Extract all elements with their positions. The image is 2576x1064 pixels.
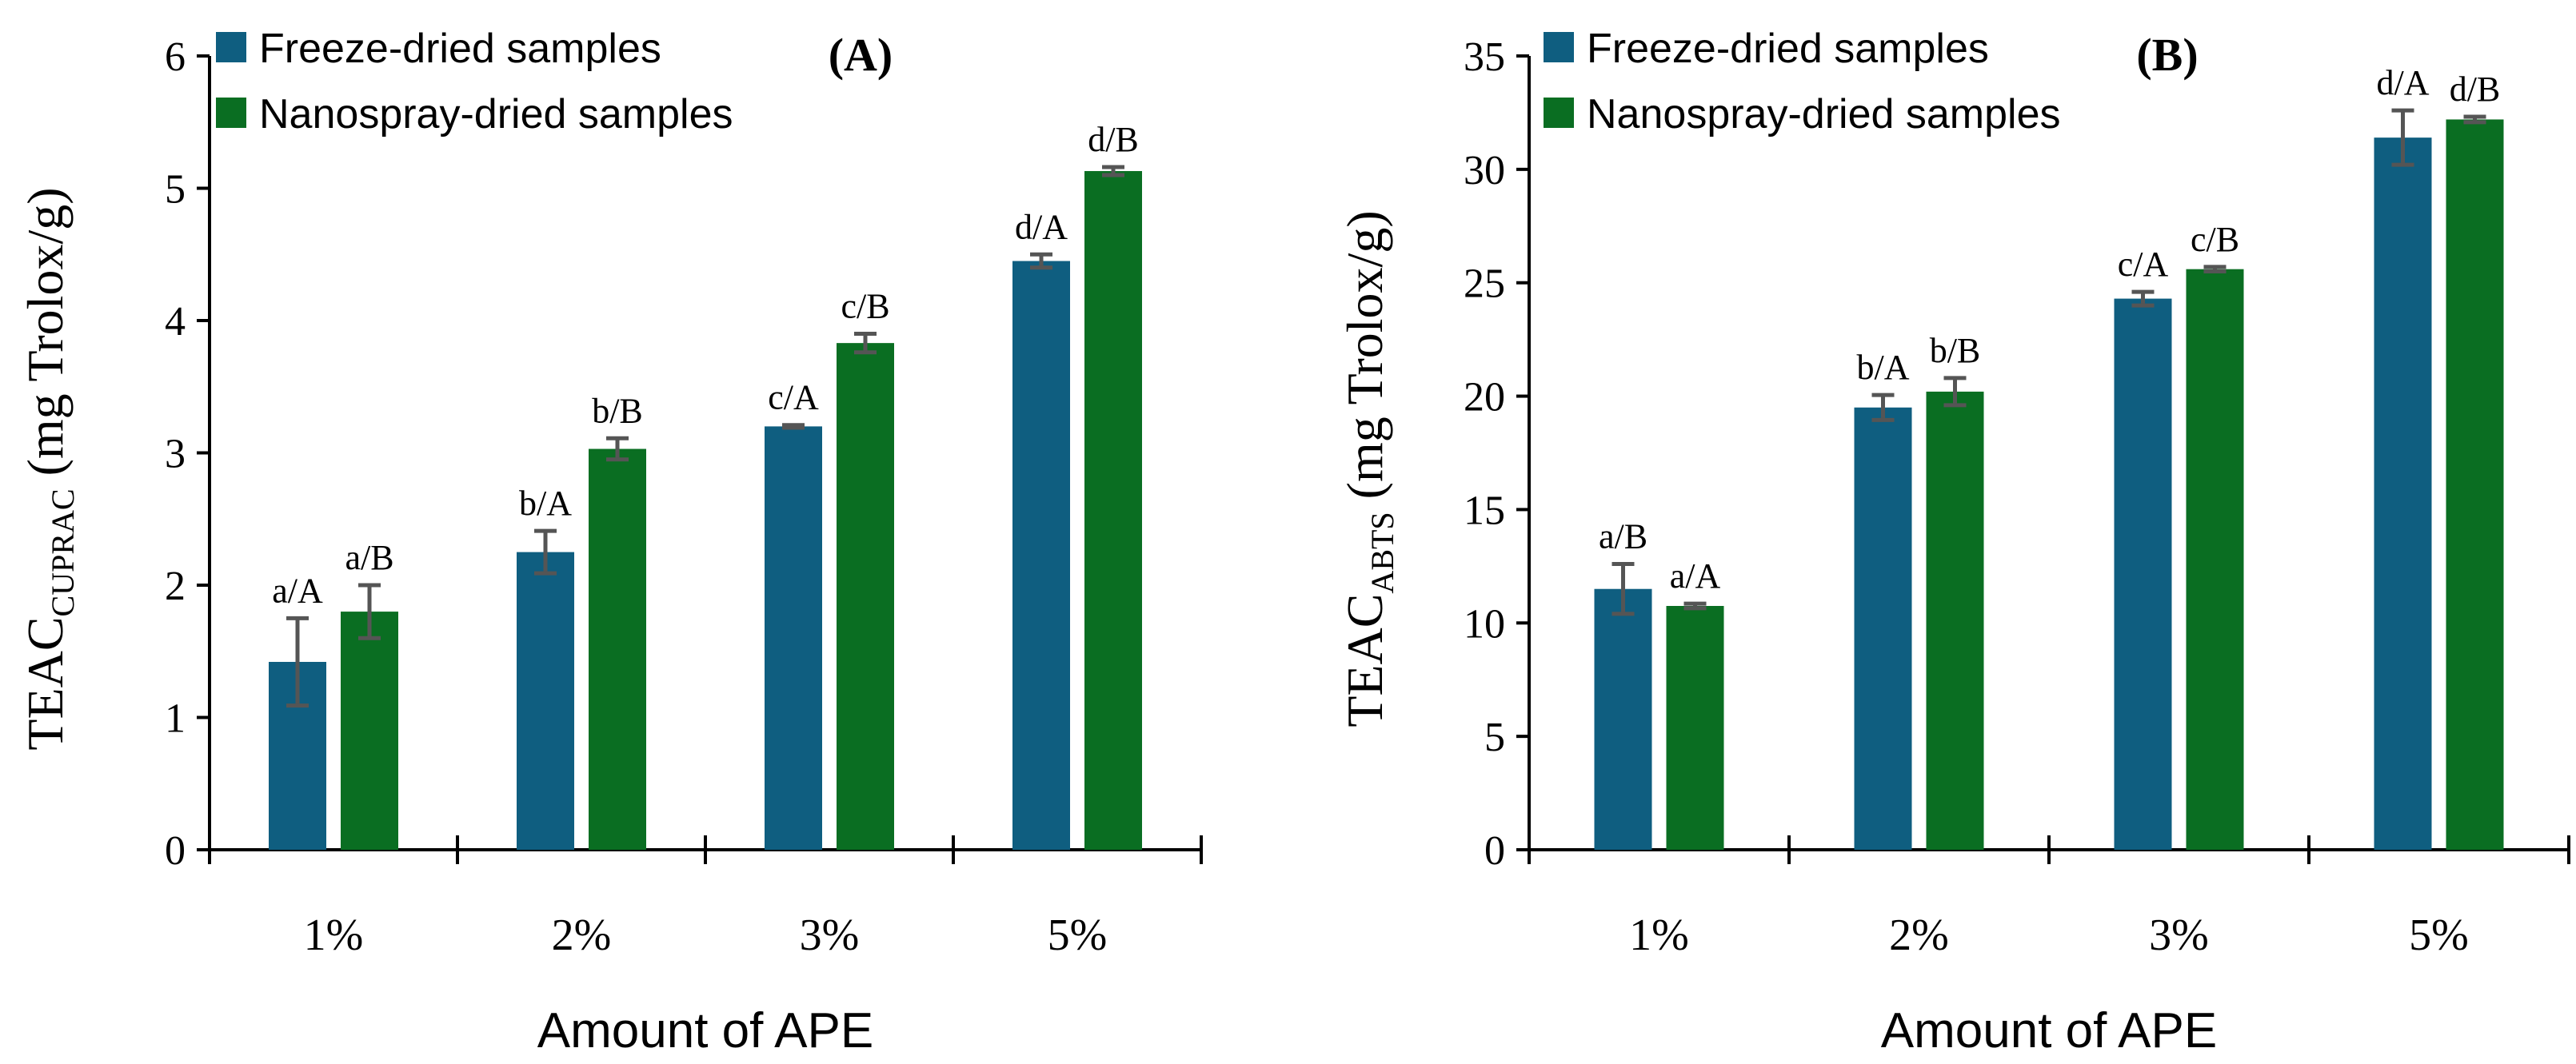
y-axis-title-subscript: CUPRAC (45, 488, 81, 616)
chart-panel-a: 0 1 2 3 4 5 6 a/A a/B 1% b/A b/B 2% c/A c/B 3% d/A d/B 5% A… (17, 26, 1203, 1058)
bar-significance-label: b/B (1930, 331, 1981, 370)
bar-significance-label: a/B (345, 538, 393, 577)
x-category-label: 1% (1629, 911, 1689, 960)
y-tick-label: 3 (165, 432, 186, 477)
bar-significance-label: a/A (1670, 556, 1721, 596)
bar-significance-label: d/A (2377, 63, 2430, 102)
y-tick-label: 20 (1464, 375, 1505, 420)
bar-significance-label: d/A (1015, 207, 1068, 246)
y-tick-label: 30 (1464, 148, 1505, 193)
y-tick-label: 15 (1464, 488, 1505, 533)
y-tick-label: 1 (165, 696, 186, 742)
bar-nanospray-dried (341, 612, 398, 850)
bar-significance-label: b/A (519, 484, 572, 523)
legend-swatch (1544, 32, 1574, 62)
legend-swatch (216, 32, 246, 62)
x-category-label: 2% (1889, 911, 1949, 960)
bar-nanospray-dried (1084, 170, 1142, 851)
x-category-label: 5% (1048, 911, 1108, 960)
panel-label: (A) (829, 29, 893, 81)
bar-nanospray-dried (589, 448, 646, 850)
x-axis-title: Amount of APE (537, 1003, 873, 1058)
chart-panel-b: 0 5 10 15 20 25 30 35 a/B a/A 1% b/A b/B 2% c/A c/B 3% d/… (1336, 26, 2570, 1058)
x-category-label: 3% (2149, 911, 2209, 960)
y-tick-label: 0 (165, 828, 186, 874)
x-category-label: 1% (304, 911, 364, 960)
y-tick-label: 5 (1484, 715, 1505, 760)
bar-freeze-dried (517, 552, 574, 850)
bar-nanospray-dried (2446, 119, 2504, 850)
y-axis-title-main: TEAC (17, 616, 74, 750)
y-axis-title: TEACCUPRAC (mg Trolox/g) (17, 187, 81, 750)
bar-significance-label: a/B (1599, 517, 1647, 556)
y-axis-title: TEACABTS (mg Trolox/g) (1336, 210, 1400, 727)
bar-significance-label: d/B (2450, 70, 2501, 109)
bar-freeze-dried (765, 426, 822, 850)
y-tick-label: 0 (1484, 828, 1505, 874)
y-axis-title-subscript: ABTS (1364, 512, 1400, 593)
y-tick-label: 4 (165, 299, 186, 345)
bar-freeze-dried (1594, 588, 1652, 850)
bar-significance-label: c/B (2191, 220, 2239, 259)
bar-nanospray-dried (2186, 269, 2244, 851)
bar-significance-label: b/B (592, 391, 643, 430)
legend-label: Nanospray-dried samples (1587, 91, 2061, 137)
legend-swatch (216, 98, 246, 128)
y-tick-label: 35 (1464, 34, 1505, 80)
y-tick-label: 2 (165, 564, 186, 609)
bar-significance-label: c/B (841, 287, 889, 326)
y-tick-label: 5 (165, 167, 186, 213)
legend-label: Freeze-dried samples (1587, 26, 1989, 72)
legend-swatch (1544, 98, 1574, 128)
y-tick-label: 10 (1464, 601, 1505, 647)
bar-significance-label: c/A (2118, 245, 2169, 284)
y-axis-title-unit: (mg Trolox/g) (17, 187, 74, 488)
bar-nanospray-dried (1666, 606, 1724, 850)
y-axis-title-unit: (mg Trolox/g) (1336, 210, 1393, 512)
bar-significance-label: b/A (1857, 348, 1910, 387)
panel-label: (B) (2136, 29, 2198, 81)
bar-significance-label: a/A (272, 571, 323, 610)
legend-label: Nanospray-dried samples (259, 91, 733, 137)
y-tick-label: 25 (1464, 261, 1505, 307)
bar-freeze-dried (2114, 298, 2172, 850)
y-axis-title-main: TEAC (1336, 594, 1393, 727)
bar-freeze-dried (1012, 261, 1070, 850)
legend-label: Freeze-dried samples (259, 26, 661, 72)
bar-nanospray-dried (1926, 391, 1984, 850)
bar-significance-label: d/B (1088, 120, 1139, 159)
x-category-label: 3% (800, 911, 860, 960)
y-tick-label: 6 (165, 34, 186, 80)
x-axis-title: Amount of APE (1881, 1003, 2217, 1058)
bar-significance-label: c/A (768, 378, 819, 417)
bar-freeze-dried (1854, 407, 1912, 850)
bar-nanospray-dried (837, 343, 894, 850)
x-category-label: 2% (552, 911, 612, 960)
x-category-label: 5% (2409, 911, 2469, 960)
bar-freeze-dried (2374, 137, 2432, 850)
